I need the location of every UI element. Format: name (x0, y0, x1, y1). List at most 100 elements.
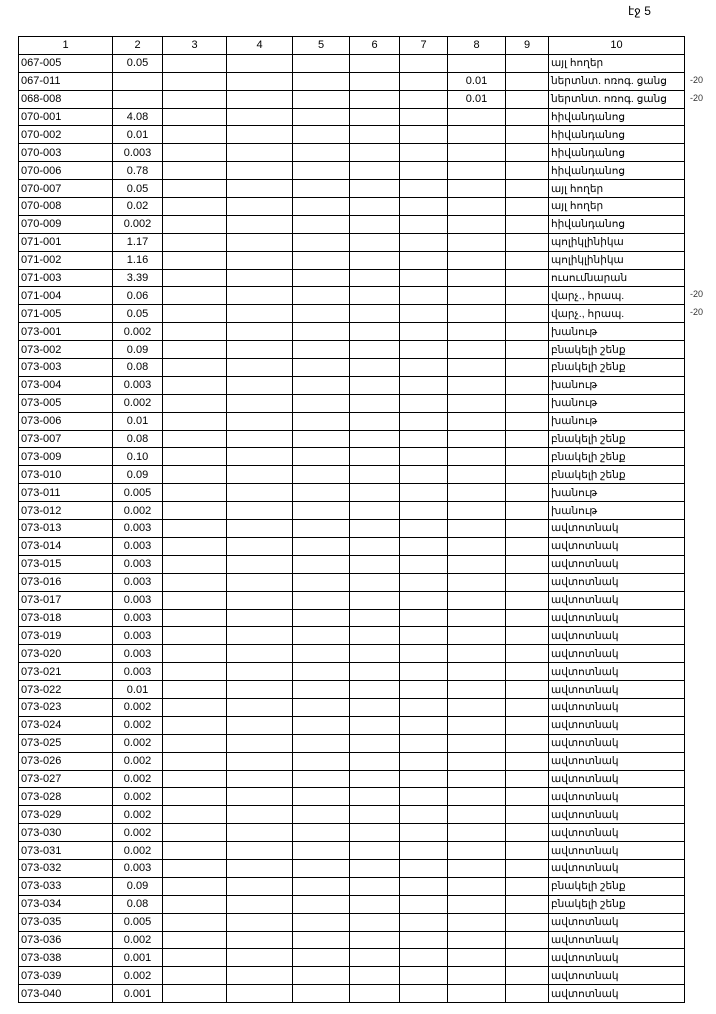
empty-cell (349, 89, 400, 109)
margin-note: -20 (690, 307, 704, 317)
table-row: 073-023 0.002 ավտոտնակ (18, 697, 685, 717)
empty-cell (292, 411, 350, 431)
table-row: 073-027 0.002 ավտոտնակ (18, 769, 685, 789)
area-value: 0.002 (112, 823, 163, 843)
parcel-code: 073-027 (18, 769, 113, 789)
empty-cell (349, 644, 400, 664)
col8-value (447, 179, 506, 199)
table-row: 073-031 0.002 ավտոտնակ (18, 841, 685, 860)
empty-cell (505, 626, 549, 646)
empty-cell (505, 250, 549, 270)
empty-cell (505, 554, 549, 574)
empty-cell (505, 447, 549, 467)
empty-cell (292, 697, 350, 717)
empty-cell (505, 858, 549, 878)
area-value: 1.17 (112, 232, 163, 252)
area-value: 0.001 (112, 984, 163, 1004)
empty-cell (226, 626, 293, 646)
land-use: ուսումնարան (548, 268, 685, 288)
empty-cell (162, 680, 227, 699)
empty-cell (349, 447, 400, 467)
empty-cell (399, 751, 448, 771)
empty-cell (399, 519, 448, 538)
empty-cell (505, 841, 549, 860)
empty-cell (226, 447, 293, 467)
parcel-code: 073-017 (18, 590, 113, 610)
empty-cell (226, 393, 293, 413)
table-row: 073-007 0.08 բնակելի շենք (18, 429, 685, 449)
col8-value (447, 930, 506, 950)
empty-cell (292, 590, 350, 610)
table-row: 073-038 0.001 ավտոտնակ (18, 948, 685, 968)
empty-cell (349, 572, 400, 592)
empty-cell (162, 214, 227, 234)
empty-cell (505, 89, 549, 109)
empty-cell (292, 501, 350, 521)
area-value: 0.06 (112, 286, 163, 306)
empty-cell (292, 214, 350, 234)
empty-cell (349, 411, 400, 431)
empty-cell (399, 465, 448, 485)
area-value: 0.05 (112, 179, 163, 199)
empty-cell (292, 966, 350, 986)
col8-value (447, 805, 506, 825)
empty-cell (292, 232, 350, 252)
parcel-code: 073-006 (18, 411, 113, 431)
empty-cell (226, 304, 293, 324)
table-row: 067-005 0.05 այլ հողեր (18, 53, 685, 73)
empty-cell (162, 697, 227, 717)
land-use: խանութ (548, 411, 685, 431)
table-row: 073-018 0.003 ավտոտնակ (18, 608, 685, 628)
area-value: 0.09 (112, 465, 163, 485)
area-value: 0.003 (112, 590, 163, 610)
col8-value (447, 125, 506, 145)
empty-cell (349, 823, 400, 843)
empty-cell (349, 966, 400, 986)
empty-cell (162, 984, 227, 1004)
col8-value (447, 823, 506, 843)
empty-cell (162, 715, 227, 735)
column-header-10: 10 (548, 36, 685, 55)
empty-cell (162, 143, 227, 163)
empty-cell (292, 286, 350, 306)
land-use: ավտոտնակ (548, 733, 685, 753)
parcel-code: 071-004 (18, 286, 113, 306)
empty-cell (399, 143, 448, 163)
empty-cell (226, 715, 293, 735)
area-value: 0.003 (112, 375, 163, 395)
area-value: 0.003 (112, 143, 163, 163)
empty-cell (399, 340, 448, 360)
empty-cell (399, 322, 448, 342)
empty-cell (399, 697, 448, 717)
empty-cell (399, 787, 448, 807)
empty-cell (505, 375, 549, 395)
area-value: 0.003 (112, 536, 163, 556)
table-row: 073-022 0.01 ավտոտնակ (18, 680, 685, 699)
table-row: 070-003 0.003 հիվանդանոց (18, 143, 685, 163)
empty-cell (505, 608, 549, 628)
empty-cell (505, 143, 549, 163)
col8-value (447, 465, 506, 485)
empty-cell (292, 733, 350, 753)
empty-cell (162, 429, 227, 449)
parcel-code: 073-030 (18, 823, 113, 843)
table-row: 073-028 0.002 ավտոտնակ (18, 787, 685, 807)
empty-cell (349, 53, 400, 73)
parcel-code: 073-003 (18, 358, 113, 377)
empty-cell (162, 912, 227, 932)
empty-cell (349, 626, 400, 646)
empty-cell (399, 662, 448, 682)
empty-cell (399, 715, 448, 735)
col8-value (447, 876, 506, 896)
empty-cell (349, 948, 400, 968)
area-value: 3.39 (112, 268, 163, 288)
land-use: ավտոտնակ (548, 590, 685, 610)
empty-cell (399, 358, 448, 377)
area-value: 0.003 (112, 662, 163, 682)
empty-cell (349, 841, 400, 860)
land-use: ներտնտ. ոռոգ. ցանց (548, 71, 685, 91)
table-row: 073-030 0.002 ավտոտնակ (18, 823, 685, 843)
table-row: 073-013 0.003 ավտոտնակ (18, 519, 685, 538)
col8-value (447, 680, 506, 699)
table-row: 071-005 0.05 վարչ., հրապ. (18, 304, 685, 324)
